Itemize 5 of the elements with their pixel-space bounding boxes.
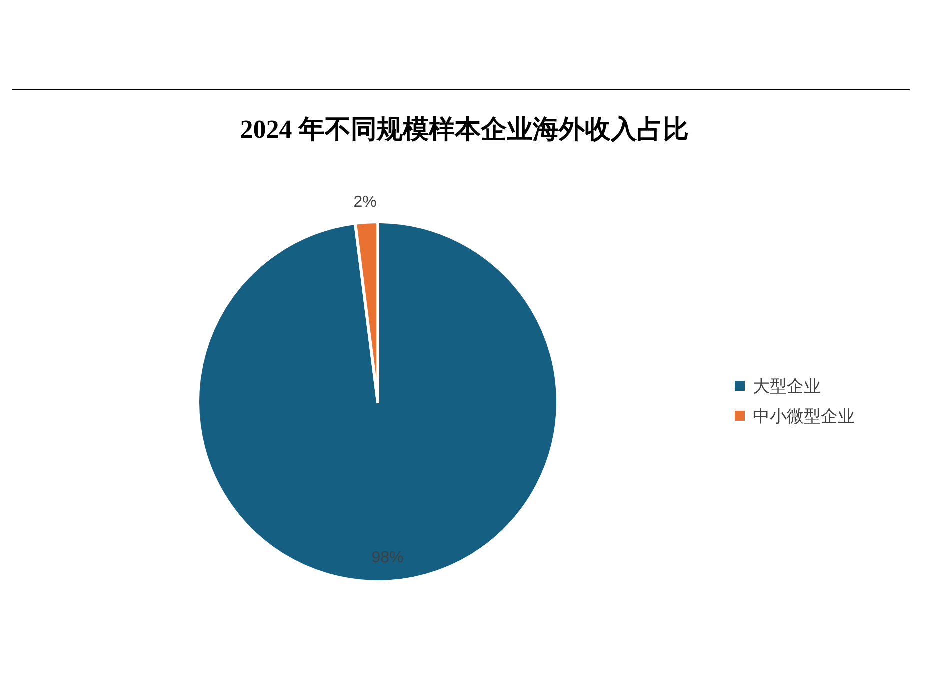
- data-label: 2%: [354, 194, 377, 211]
- data-label: 98%: [372, 549, 404, 566]
- legend-label: 中小微型企业: [753, 407, 855, 426]
- chart-title: 2024 年不同规模样本企业海外收入占比: [240, 115, 689, 144]
- legend-label: 大型企业: [753, 377, 821, 396]
